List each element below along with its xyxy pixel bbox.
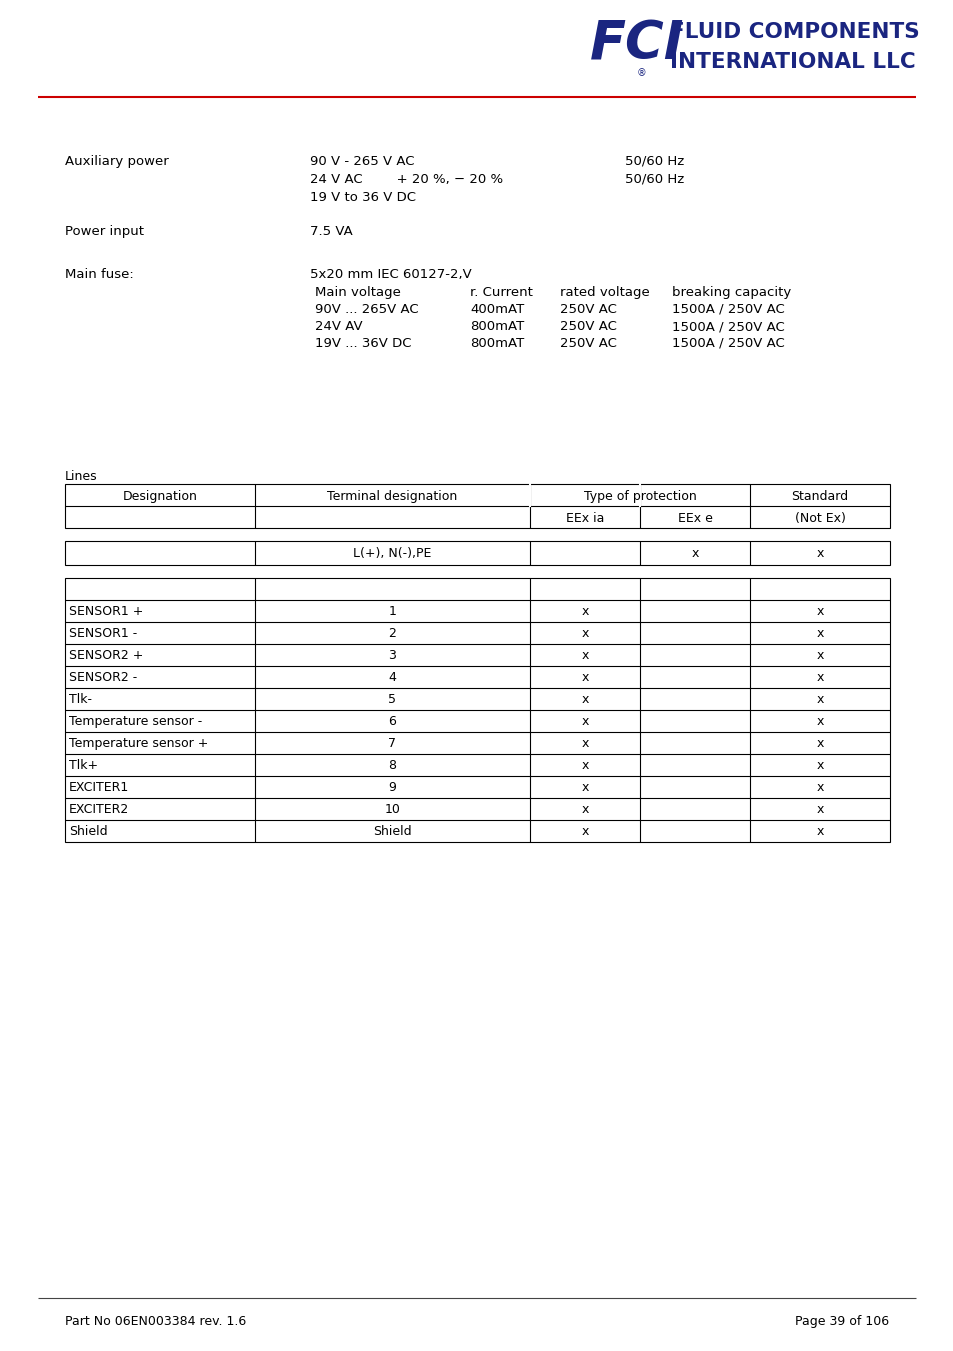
Bar	[65, 540, 889, 565]
Text: x: x	[580, 627, 588, 640]
Text: Power input: Power input	[65, 226, 144, 238]
Text: x: x	[816, 671, 822, 684]
Text: FCI: FCI	[589, 18, 683, 70]
Text: FLUID COMPONENTS: FLUID COMPONENTS	[669, 22, 919, 42]
Text: 19 V to 36 V DC: 19 V to 36 V DC	[310, 190, 416, 204]
Text: 400mAT: 400mAT	[470, 303, 524, 316]
Text: x: x	[580, 605, 588, 617]
Text: 4: 4	[388, 671, 396, 684]
Text: 24V AV: 24V AV	[314, 320, 362, 332]
Text: EEx ia: EEx ia	[565, 512, 603, 526]
Text: 50/60 Hz: 50/60 Hz	[624, 155, 683, 168]
Text: Shield: Shield	[69, 825, 108, 838]
Text: Page 39 of 106: Page 39 of 106	[794, 1315, 888, 1328]
Bar	[65, 484, 889, 528]
Text: 1500A / 250V AC: 1500A / 250V AC	[671, 303, 784, 316]
Text: x: x	[580, 738, 588, 750]
Text: 1500A / 250V AC: 1500A / 250V AC	[671, 320, 784, 332]
Text: 5: 5	[388, 693, 396, 707]
Bar	[65, 578, 889, 842]
Text: rated voltage: rated voltage	[559, 286, 649, 299]
Text: Lines: Lines	[65, 470, 97, 484]
Text: x: x	[816, 802, 822, 816]
Text: SENSOR2 +: SENSOR2 +	[69, 648, 143, 662]
Text: L(+), N(-),PE: L(+), N(-),PE	[353, 547, 432, 561]
Text: x: x	[816, 738, 822, 750]
Text: 90V ... 265V AC: 90V ... 265V AC	[314, 303, 418, 316]
Text: x: x	[580, 825, 588, 838]
Text: breaking capacity: breaking capacity	[671, 286, 790, 299]
Text: x: x	[580, 648, 588, 662]
Text: x: x	[580, 781, 588, 794]
Text: x: x	[691, 547, 698, 561]
Text: x: x	[816, 715, 822, 728]
Text: 1: 1	[388, 605, 396, 617]
Text: Tlk-: Tlk-	[69, 693, 91, 707]
Text: x: x	[580, 693, 588, 707]
Text: Part No 06EN003384 rev. 1.6: Part No 06EN003384 rev. 1.6	[65, 1315, 246, 1328]
Text: x: x	[816, 627, 822, 640]
Text: 24 V AC        + 20 %, − 20 %: 24 V AC + 20 %, − 20 %	[310, 173, 502, 186]
Text: 800mAT: 800mAT	[470, 336, 524, 350]
Text: 9: 9	[388, 781, 396, 794]
Text: Terminal designation: Terminal designation	[327, 490, 457, 503]
Text: 7: 7	[388, 738, 396, 750]
Text: 250V AC: 250V AC	[559, 303, 617, 316]
Text: 6: 6	[388, 715, 396, 728]
Text: 250V AC: 250V AC	[559, 336, 617, 350]
Text: Shield: Shield	[373, 825, 412, 838]
Text: x: x	[816, 547, 822, 561]
Text: 3: 3	[388, 648, 396, 662]
Text: ®: ®	[637, 68, 646, 78]
Text: 19V ... 36V DC: 19V ... 36V DC	[314, 336, 411, 350]
Text: Designation: Designation	[122, 490, 197, 503]
Text: Auxiliary power: Auxiliary power	[65, 155, 169, 168]
Text: Temperature sensor -: Temperature sensor -	[69, 715, 202, 728]
Text: INTERNATIONAL LLC: INTERNATIONAL LLC	[669, 51, 915, 72]
Text: 90 V - 265 V AC: 90 V - 265 V AC	[310, 155, 414, 168]
Text: x: x	[816, 759, 822, 771]
Text: 250V AC: 250V AC	[559, 320, 617, 332]
Text: SENSOR1 +: SENSOR1 +	[69, 605, 143, 617]
Text: x: x	[816, 693, 822, 707]
Text: x: x	[816, 605, 822, 617]
Text: 5x20 mm IEC 60127-2,V: 5x20 mm IEC 60127-2,V	[310, 267, 471, 281]
Text: Tlk+: Tlk+	[69, 759, 98, 771]
Text: EEx e: EEx e	[677, 512, 712, 526]
Text: 1500A / 250V AC: 1500A / 250V AC	[671, 336, 784, 350]
Text: (Not Ex): (Not Ex)	[794, 512, 844, 526]
Text: SENSOR1 -: SENSOR1 -	[69, 627, 137, 640]
Text: 10: 10	[384, 802, 400, 816]
Text: x: x	[816, 781, 822, 794]
Text: 2: 2	[388, 627, 396, 640]
Text: SENSOR2 -: SENSOR2 -	[69, 671, 137, 684]
Text: Main fuse:: Main fuse:	[65, 267, 133, 281]
Text: Main voltage: Main voltage	[314, 286, 400, 299]
Text: EXCITER1: EXCITER1	[69, 781, 129, 794]
Text: x: x	[580, 671, 588, 684]
Text: 7.5 VA: 7.5 VA	[310, 226, 353, 238]
Text: x: x	[816, 825, 822, 838]
Text: x: x	[580, 759, 588, 771]
Text: 50/60 Hz: 50/60 Hz	[624, 173, 683, 186]
Text: EXCITER2: EXCITER2	[69, 802, 129, 816]
Text: x: x	[580, 715, 588, 728]
Text: r. Current: r. Current	[470, 286, 533, 299]
Text: Temperature sensor +: Temperature sensor +	[69, 738, 208, 750]
Text: x: x	[816, 648, 822, 662]
Text: Type of protection: Type of protection	[583, 490, 696, 503]
Text: 800mAT: 800mAT	[470, 320, 524, 332]
Text: x: x	[580, 802, 588, 816]
Text: Standard: Standard	[791, 490, 847, 503]
Text: 8: 8	[388, 759, 396, 771]
